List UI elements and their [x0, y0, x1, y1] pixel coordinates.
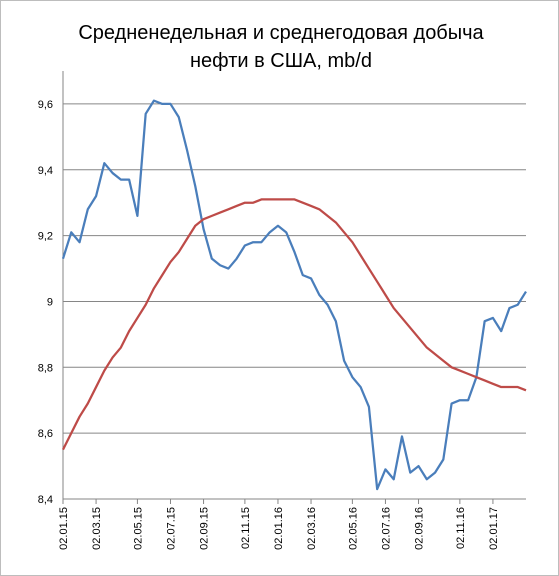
x-tick-label: 02.09.16 [414, 507, 426, 550]
x-tick-label: 02.11.15 [240, 507, 252, 549]
y-tick-label: 8,4 [38, 494, 53, 506]
x-tick-label: 02.09.15 [199, 507, 211, 550]
chart-title: Средненедельная и среднегодовая добыча н… [78, 22, 484, 72]
y-tick-label: 8,6 [38, 428, 53, 440]
x-tick-label: 02.05.16 [347, 507, 359, 550]
y-tick-label: 9 [47, 296, 53, 308]
x-tick-label: 02.07.16 [380, 507, 392, 550]
y-tick-label: 9,6 [38, 99, 53, 111]
x-tick-label: 02.03.15 [91, 507, 103, 550]
x-tick-label: 02.01.16 [273, 507, 285, 550]
y-tick-label: 8,8 [38, 362, 53, 374]
x-tick-label: 02.07.15 [165, 507, 177, 550]
x-tick-label: 02.11.16 [455, 507, 467, 549]
line-series [61, 198, 527, 451]
line-series [61, 99, 527, 491]
x-tick-label: 02.01.17 [488, 507, 500, 550]
y-tick-label: 9,4 [38, 165, 53, 177]
x-tick-label: 02.01.15 [58, 507, 70, 550]
x-tick-label: 02.03.16 [306, 507, 318, 550]
x-tick-label: 02.05.15 [132, 507, 144, 550]
y-tick-label: 9,2 [38, 231, 53, 243]
